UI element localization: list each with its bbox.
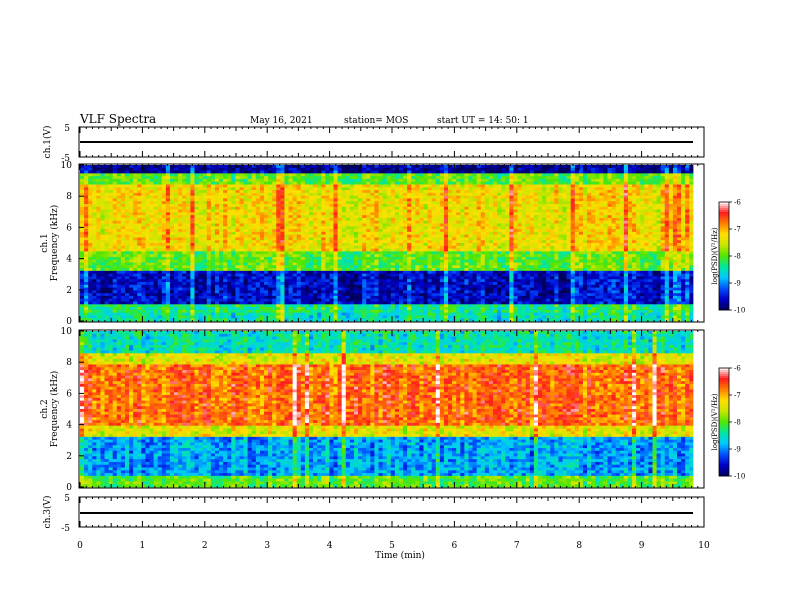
spec1-ytick-label: 6 bbox=[66, 223, 72, 233]
ch1-spec-ylabel-frequency: Frequency (kHz) bbox=[49, 205, 60, 282]
spec1-ytick-label: 10 bbox=[61, 161, 73, 171]
x-tick-label: 7 bbox=[514, 541, 520, 551]
x-axis-label: Time (min) bbox=[375, 550, 425, 561]
ch2-spec-ylabel-channel: ch.2 bbox=[40, 399, 50, 418]
start-time-label: start UT = 14: 50: 1 bbox=[437, 116, 529, 126]
x-tick-label: 6 bbox=[452, 541, 458, 551]
colorbar-tick-label: -7 bbox=[734, 392, 741, 400]
time-axis-ticks bbox=[79, 127, 705, 527]
ch1-ytick-top: 5 bbox=[64, 124, 70, 134]
ch1-ylabel: ch.1(V) bbox=[42, 126, 53, 159]
ch1-spec-ylabel-channel: ch.1 bbox=[40, 233, 50, 252]
colorbar-tick-label: -8 bbox=[734, 253, 741, 261]
colorbar-tick-label: -9 bbox=[734, 280, 741, 288]
spec1-ytick-label: 0 bbox=[66, 317, 72, 327]
spec2-ytick-label: 6 bbox=[66, 389, 72, 399]
x-tick-label: 5 bbox=[389, 541, 395, 551]
spec2-ytick-label: 10 bbox=[61, 327, 73, 337]
ch2-spec-ylabel-frequency: Frequency (kHz) bbox=[49, 371, 60, 448]
colorbar-tick-label: -7 bbox=[734, 226, 741, 234]
date-label: May 16, 2021 bbox=[250, 116, 313, 126]
x-tick-label: 3 bbox=[264, 541, 270, 551]
spec1-ytick-label: 8 bbox=[66, 192, 72, 202]
x-tick-label: 1 bbox=[140, 541, 146, 551]
colorbar-tick-label: -8 bbox=[734, 419, 741, 427]
ch1-spectrogram-panel: 0 2 4 6 8 10 ch.1 Frequency (kHz) bbox=[40, 161, 705, 327]
colorbar-tick-label: -6 bbox=[734, 199, 741, 207]
figure-title: VLF Spectra bbox=[79, 112, 156, 126]
ch2-colorbar: -6 -7 -8 -9 -10 log(PSD)(V²/Hz) bbox=[711, 365, 745, 481]
x-tick-label: 0 bbox=[77, 541, 83, 551]
colorbar-tick-label: -10 bbox=[734, 473, 745, 481]
colorbar-tick-label: -10 bbox=[734, 307, 745, 315]
x-tick-label: 2 bbox=[202, 541, 208, 551]
station-label: station= MOS bbox=[344, 116, 408, 126]
colorbar-tick-label: -6 bbox=[734, 365, 741, 373]
ch3-ylabel: ch.3(V) bbox=[42, 496, 53, 529]
x-tick-label: 8 bbox=[576, 541, 582, 551]
time-axis-labels: 0 1 2 3 4 5 6 7 8 9 10 bbox=[77, 541, 710, 551]
colorbar-label: log(PSD)(V²/Hz) bbox=[711, 393, 719, 450]
spec2-ytick-label: 0 bbox=[66, 483, 72, 493]
ch1-spectrogram-image bbox=[80, 165, 704, 322]
colorbar-tick-label: -9 bbox=[734, 446, 741, 454]
x-tick-label: 10 bbox=[698, 541, 710, 551]
ch3-ytick-bottom: -5 bbox=[61, 524, 70, 534]
ch2-spectrogram-image bbox=[80, 331, 704, 488]
spec1-ytick-label: 4 bbox=[66, 255, 72, 265]
spec2-ytick-label: 8 bbox=[66, 358, 72, 368]
spec1-ytick-label: 2 bbox=[66, 286, 72, 296]
ch1-colorbar: -6 -7 -8 -9 -10 log(PSD)(V²/Hz) bbox=[711, 199, 745, 315]
ch1-waveform-panel: 5 -5 ch.1(V) bbox=[42, 124, 705, 164]
spec2-ytick-label: 2 bbox=[66, 452, 72, 462]
ch1-ytick-bottom: -5 bbox=[61, 154, 70, 164]
x-tick-label: 9 bbox=[639, 541, 645, 551]
ch3-ytick-top: 5 bbox=[64, 494, 70, 504]
spec2-ytick-label: 4 bbox=[66, 421, 72, 431]
colorbar-label: log(PSD)(V²/Hz) bbox=[711, 227, 719, 284]
ch2-spectrogram-panel: 0 2 4 6 8 10 ch.2 Frequency (kHz) bbox=[40, 327, 705, 493]
ch3-waveform-panel: 5 -5 ch.3(V) bbox=[42, 494, 705, 534]
x-tick-label: 4 bbox=[327, 541, 333, 551]
